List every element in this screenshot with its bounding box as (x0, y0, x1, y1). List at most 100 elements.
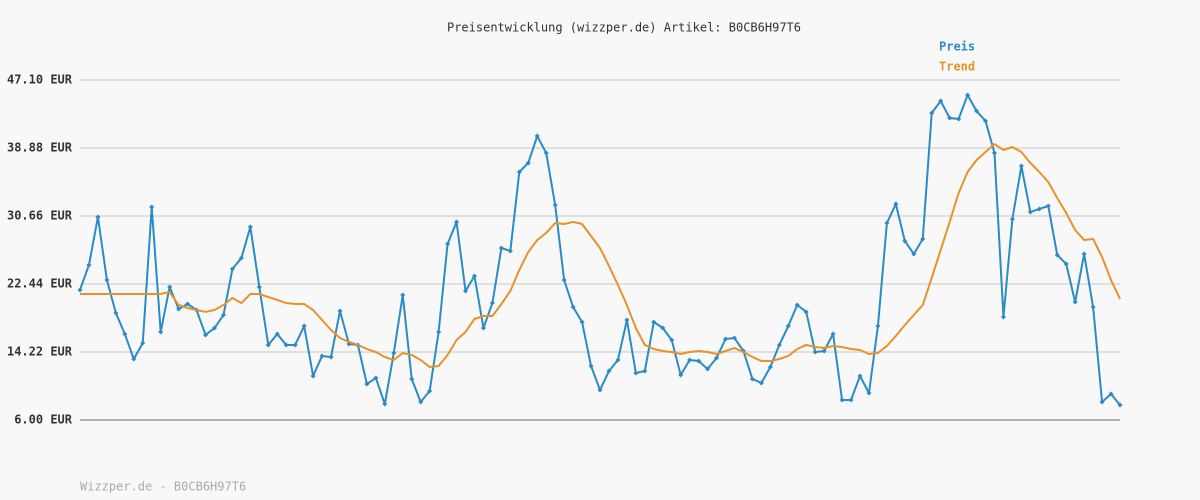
data-point (337, 308, 343, 314)
data-point (238, 255, 244, 261)
data-point (1036, 206, 1042, 212)
data-point (965, 92, 971, 98)
data-point (857, 373, 863, 379)
data-point (1000, 314, 1006, 320)
data-point (776, 342, 782, 348)
data-point (839, 397, 845, 403)
data-point (319, 353, 325, 359)
data-point (947, 115, 953, 121)
y-tick-label: 47.10 EUR (7, 73, 73, 87)
data-point (561, 277, 567, 283)
data-point (938, 98, 944, 104)
data-point (480, 325, 486, 331)
footer: Wizzper.de - B0CB6H97T6 (80, 480, 246, 494)
data-point (176, 306, 182, 312)
data-point (1063, 261, 1069, 267)
data-point (158, 329, 164, 335)
data-point (902, 238, 908, 244)
y-tick-label: 22.44 EUR (7, 277, 73, 291)
data-point (731, 335, 737, 341)
data-point (884, 220, 890, 226)
data-point (1081, 251, 1087, 257)
data-point (991, 150, 997, 156)
data-point (633, 370, 639, 376)
data-point (454, 219, 460, 225)
data-point (1054, 252, 1060, 258)
data-point (203, 332, 209, 338)
y-tick-label: 14.22 EUR (7, 345, 73, 359)
data-point (1045, 203, 1051, 209)
y-tick-label: 6.00 EUR (14, 413, 73, 427)
data-point (167, 284, 173, 290)
legend-label: Preis (939, 40, 975, 54)
data-point (893, 201, 899, 207)
data-point (140, 340, 146, 346)
data-point (956, 116, 962, 122)
data-point (1090, 304, 1096, 310)
data-point (606, 368, 612, 374)
data-point (1099, 399, 1105, 405)
data-point (723, 336, 729, 342)
data-point (660, 325, 666, 331)
data-point (552, 202, 558, 208)
data-point (283, 342, 289, 348)
data-point (292, 342, 298, 348)
data-point (436, 329, 442, 335)
data-point (328, 354, 334, 360)
data-point (651, 319, 657, 325)
data-point (104, 277, 110, 283)
data-point (830, 331, 836, 337)
data-point (714, 355, 720, 361)
data-point (785, 323, 791, 329)
data-point (149, 204, 155, 210)
data-point (749, 376, 755, 382)
data-point (642, 368, 648, 374)
data-point (624, 317, 630, 323)
data-point (427, 388, 433, 394)
data-point (95, 214, 101, 220)
data-point (113, 310, 119, 316)
data-point (974, 108, 980, 114)
data-point (301, 323, 307, 329)
data-point (122, 331, 128, 337)
data-point (983, 118, 989, 124)
data-point (1072, 299, 1078, 305)
data-point (498, 245, 504, 251)
data-point (1117, 402, 1123, 408)
data-point (570, 304, 576, 310)
data-point (265, 342, 271, 348)
data-point (409, 376, 415, 382)
data-point (507, 248, 513, 254)
data-point (597, 387, 603, 393)
data-point (588, 363, 594, 369)
data-point (543, 150, 549, 156)
y-tick-label: 30.66 EUR (7, 209, 73, 223)
data-point (696, 358, 702, 364)
data-point (1009, 216, 1015, 222)
data-point (821, 348, 827, 354)
data-point (866, 390, 872, 396)
data-point (803, 309, 809, 315)
data-point (256, 284, 262, 290)
data-point (247, 224, 253, 230)
legend-label: Trend (939, 60, 975, 74)
data-point (1108, 391, 1114, 397)
data-point (1018, 163, 1024, 169)
data-point (463, 288, 469, 294)
data-point (579, 319, 585, 325)
data-point (920, 236, 926, 242)
data-point (758, 380, 764, 386)
data-point (445, 241, 451, 247)
chart-title: Preisentwicklung (wizzper.de) Artikel: B… (447, 21, 801, 35)
data-point (705, 366, 711, 372)
data-point (812, 349, 818, 355)
data-point (471, 273, 477, 279)
data-point (364, 381, 370, 387)
data-point (229, 266, 235, 272)
data-point (516, 169, 522, 175)
data-point (875, 323, 881, 329)
data-point (131, 356, 137, 362)
y-tick-label: 38.88 EUR (7, 141, 73, 155)
